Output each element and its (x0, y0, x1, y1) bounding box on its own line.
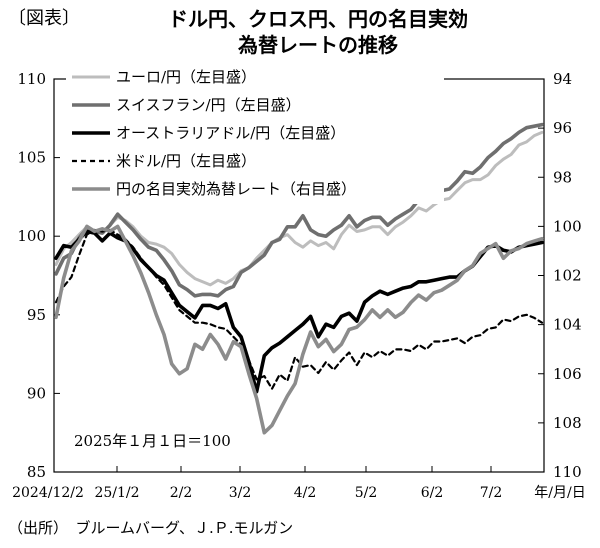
right-tick-label: 104 (553, 316, 582, 334)
legend-label-3: 米ドル/円（左目盛） (116, 152, 256, 170)
legend-label-0: ユーロ/円（左目盛） (116, 68, 256, 86)
right-tick-label: 94 (553, 70, 572, 88)
x-tick-label: 6/2 (421, 485, 444, 501)
x-tick-label: 25/1/2 (94, 485, 139, 501)
right-axis: 94 96 98 100 102 104 106 108 110 (538, 70, 582, 481)
left-tick-label: 110 (17, 70, 46, 88)
series-line-1 (54, 122, 544, 298)
left-tick-label: 90 (27, 384, 46, 402)
right-tick-label: 108 (553, 414, 582, 432)
series-line-4 (54, 224, 544, 435)
right-tick-label: 98 (553, 168, 572, 186)
figure-tag: 〔図表〕 (8, 8, 80, 29)
legend-background (66, 64, 444, 204)
x-tick-label: 2024/12/2 (12, 485, 84, 501)
x-axis: 2024/12/2 25/1/2 2/2 3/2 4/2 5/2 6/2 7/2 年/月/日 (12, 466, 586, 501)
left-axis: 110 105 100 95 90 85 (17, 70, 60, 481)
legend: ユーロ/円（左目盛） スイスフラン/円（左目盛） オーストラリアドル/円（左目盛） 米… (66, 64, 444, 204)
note-text: 2025年１月１日＝100 (74, 432, 231, 450)
x-tick-label: 2/2 (170, 485, 193, 501)
legend-label-1: スイスフラン/円（左目盛） (116, 96, 301, 114)
right-tick-label: 96 (553, 119, 572, 137)
series-line-0 (54, 130, 544, 287)
legend-label-2: オーストラリアドル/円（左目盛） (116, 124, 345, 142)
chart-title-line-1: ドル円、クロス円、円の名目実効 (168, 7, 468, 31)
x-tick-label: 5/2 (355, 485, 378, 501)
chart-title-line-2: 為替レートの推移 (238, 33, 398, 57)
x-tick-label: 3/2 (229, 485, 252, 501)
left-tick-label: 105 (17, 149, 46, 167)
x-tick-label: 7/2 (480, 485, 503, 501)
left-tick-label: 95 (27, 306, 46, 324)
series-lines (54, 122, 544, 435)
left-tick-label: 100 (17, 227, 46, 245)
x-tick-label: 4/2 (294, 485, 317, 501)
right-tick-label: 106 (553, 365, 582, 383)
source-text: （出所） ブルームバーグ、Ｊ.Ｐ.モルガン (8, 519, 293, 537)
right-tick-label: 110 (553, 463, 582, 481)
legend-label-4: 円の名目実効為替レート（右目盛） (116, 180, 356, 198)
left-tick-label: 85 (27, 463, 46, 481)
right-tick-label: 102 (553, 267, 582, 285)
x-tick-label: 年/月/日 (534, 485, 585, 501)
right-tick-label: 100 (553, 217, 582, 235)
